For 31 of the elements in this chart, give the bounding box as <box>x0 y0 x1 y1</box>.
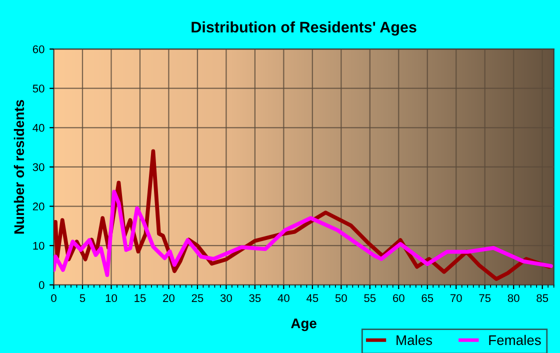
x-tick-label: 50 <box>335 294 347 302</box>
x-tick-label: 30 <box>220 294 232 302</box>
x-tick-label: 85 <box>536 294 548 302</box>
x-tick-label: 70 <box>450 294 462 302</box>
x-tick-label: 55 <box>364 294 376 302</box>
y-tick-label: 40 <box>32 124 44 132</box>
legend-label: Females <box>489 334 541 346</box>
legend-label: Males <box>396 334 432 346</box>
y-axis-title: Number of residents <box>14 100 24 234</box>
x-tick-label: 35 <box>249 294 261 302</box>
x-tick-label: 15 <box>134 294 146 302</box>
x-tick-label: 20 <box>163 294 174 302</box>
x-tick-label: 80 <box>508 294 520 302</box>
x-tick-label: 40 <box>278 294 290 302</box>
x-tick-label: 65 <box>422 294 434 302</box>
x-tick-label: 45 <box>306 294 318 302</box>
x-tick-label: 60 <box>393 294 404 302</box>
y-tick-label: 10 <box>33 242 44 250</box>
y-tick-label: 30 <box>32 163 44 172</box>
x-tick-label: 10 <box>106 294 117 302</box>
y-tick-label: 0 <box>38 281 44 290</box>
x-axis-title: Age <box>291 318 316 332</box>
x-tick-label: 5 <box>80 294 86 302</box>
chart-title: Distribution of Residents' Ages <box>192 21 416 36</box>
x-tick-label: 0 <box>51 294 56 302</box>
y-tick-label: 60 <box>32 45 44 54</box>
x-tick-label: 75 <box>479 294 491 302</box>
y-tick-label: 20 <box>32 202 44 210</box>
line-series <box>54 190 553 277</box>
x-tick-label: 25 <box>192 294 204 302</box>
y-tick-label: 50 <box>32 84 44 93</box>
